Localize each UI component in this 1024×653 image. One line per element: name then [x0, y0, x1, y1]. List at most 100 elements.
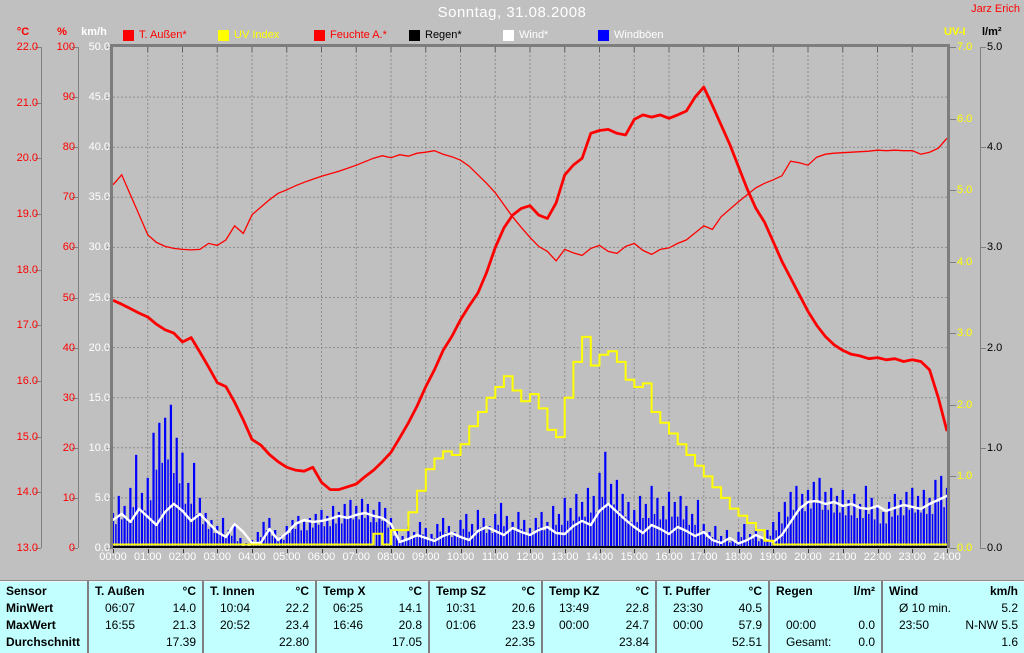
min-time: 10:04 [220, 601, 251, 615]
table-row-label-text: Durchschnitt [6, 635, 81, 649]
axis-tick-label: 22.0 [16, 41, 38, 53]
max-time: 01:06 [446, 618, 477, 632]
axis-tick-label: 30 [62, 391, 75, 404]
min-time: 06:25 [333, 601, 364, 615]
max-time: 16:46 [333, 618, 364, 632]
x-tick-label: 01:00 [133, 551, 162, 563]
axis-tick [980, 548, 986, 549]
axis-tick-label: 14.0 [16, 486, 38, 499]
table-min-cell: 06:07 14.0 [89, 600, 202, 617]
x-tick-label: 02:00 [168, 551, 197, 563]
table-column-t-au-en: T. Außen °C 06:07 14.0 16:55 21.3 17.39 [87, 581, 202, 653]
x-tick-label: 14:00 [585, 551, 614, 563]
sensor-unit: °C [182, 584, 196, 598]
avg-label [430, 634, 446, 651]
table-min-cell: 10:31 20.6 [430, 600, 541, 617]
axis-tick-label: 6.0 [957, 112, 973, 125]
x-tick [842, 549, 844, 553]
sensor-name: T. Innen [210, 584, 255, 598]
x-tick-label: 18:00 [724, 551, 753, 563]
stats-table: Sensor MinWert MaxWert Durchschnitt T. Außen… [0, 580, 1024, 653]
axis-unit-l/m²: l/m² [982, 26, 1002, 38]
table-max-cell: 00:00 57.9 [657, 617, 768, 634]
min-time: 06:07 [105, 601, 136, 615]
x-tick [599, 549, 601, 553]
min-value: 22.2 [285, 601, 309, 615]
x-tick-label: 24:00 [933, 551, 961, 563]
table-column-wind: Wind km/h Ø 10 min. 5.2 23:50 N-NW 5.5 1.6 [881, 581, 1024, 653]
axis-tick-label: 3.0 [957, 327, 973, 340]
x-tick [460, 549, 462, 553]
max-value: 24.7 [625, 618, 649, 632]
x-tick-label: 15:00 [620, 551, 649, 563]
avg-value: 17.05 [391, 635, 422, 649]
table-row-label-sensor: Sensor [0, 583, 87, 600]
max-value: 21.3 [172, 618, 196, 632]
axis-tick-label: 15.0 [16, 430, 38, 443]
axis-tick-label: 80 [62, 141, 75, 154]
axis-tick [35, 381, 41, 382]
axis-tick-label: 21.0 [16, 96, 38, 109]
x-tick [217, 549, 219, 553]
axis-tick [72, 247, 78, 249]
sensor-name: Regen [776, 584, 813, 598]
axis-tick-label: 20.0 [88, 341, 110, 354]
avg-label [317, 634, 333, 651]
table-max-cell: 16:46 20.8 [317, 617, 428, 634]
x-tick [738, 549, 740, 553]
avg-label [89, 634, 105, 651]
avg-value: 52.51 [731, 635, 762, 649]
axis-tick-label: 4.0 [957, 255, 973, 268]
x-tick-label: 12:00 [516, 551, 544, 563]
table-avg-cell: 17.05 [317, 634, 428, 651]
legend-swatch-4 [409, 30, 420, 41]
axis-tick-label: 1.0 [957, 470, 973, 483]
axis-tick-label: 50 [62, 291, 75, 304]
avg-value: 22.80 [278, 635, 309, 649]
max-time: 00:00 [786, 618, 817, 632]
x-tick [391, 549, 392, 553]
axis-tick-label: 5.0 [957, 184, 973, 197]
axis-tick-label: 2.0 [957, 398, 973, 411]
table-column-temp-sz: Temp SZ °C 10:31 20.6 01:06 23.9 22.35 [428, 581, 541, 653]
x-tick-label: 04:00 [238, 551, 266, 563]
max-time: 23:50 [899, 618, 930, 632]
sensor-name: T. Puffer [663, 584, 711, 598]
x-tick [147, 549, 149, 553]
avg-label [543, 634, 559, 651]
x-tick-label: 10:00 [446, 551, 475, 563]
sensor-name: Temp X [323, 584, 366, 598]
table-avg-cell: 22.80 [204, 634, 315, 651]
axis-tick-label: 5.0 [987, 41, 1003, 53]
x-tick [634, 549, 636, 553]
axis-tick [72, 197, 78, 199]
author-label: Jarz Erich [971, 3, 1020, 15]
x-tick [773, 549, 775, 553]
axis-unit-UV-I: UV-I [944, 26, 966, 38]
axis-tick-label: 5.0 [94, 491, 110, 504]
x-tick-label: 06:00 [307, 551, 336, 563]
axis-tick-label: 30.0 [88, 241, 110, 254]
axis-tick [72, 397, 78, 399]
legend-label-5: Wind* [519, 29, 549, 41]
axis-tick-label: 16.0 [16, 375, 38, 387]
min-value: 14.0 [172, 601, 196, 615]
axis-tick-label: 0.0 [94, 542, 110, 554]
table-row-label-avg: Durchschnitt [0, 634, 87, 651]
axis-tick [35, 102, 41, 104]
sensor-unit: °C [295, 584, 309, 598]
table-row-label-text: MaxWert [6, 618, 56, 632]
table-min-cell: 13:49 22.8 [543, 600, 655, 617]
legend-swatch-2 [218, 30, 229, 41]
sensor-unit: km/h [989, 584, 1018, 598]
axis-tick [72, 347, 78, 349]
axis-tick [35, 492, 41, 494]
table-row-label-column: Sensor MinWert MaxWert Durchschnitt [0, 581, 87, 653]
avg-value: 17.39 [165, 635, 196, 649]
axis-tick [950, 404, 956, 406]
x-tick [495, 549, 497, 553]
axis-tick [35, 325, 41, 327]
chart-canvas [113, 47, 947, 548]
legend-label-6: Windböen [614, 29, 664, 41]
